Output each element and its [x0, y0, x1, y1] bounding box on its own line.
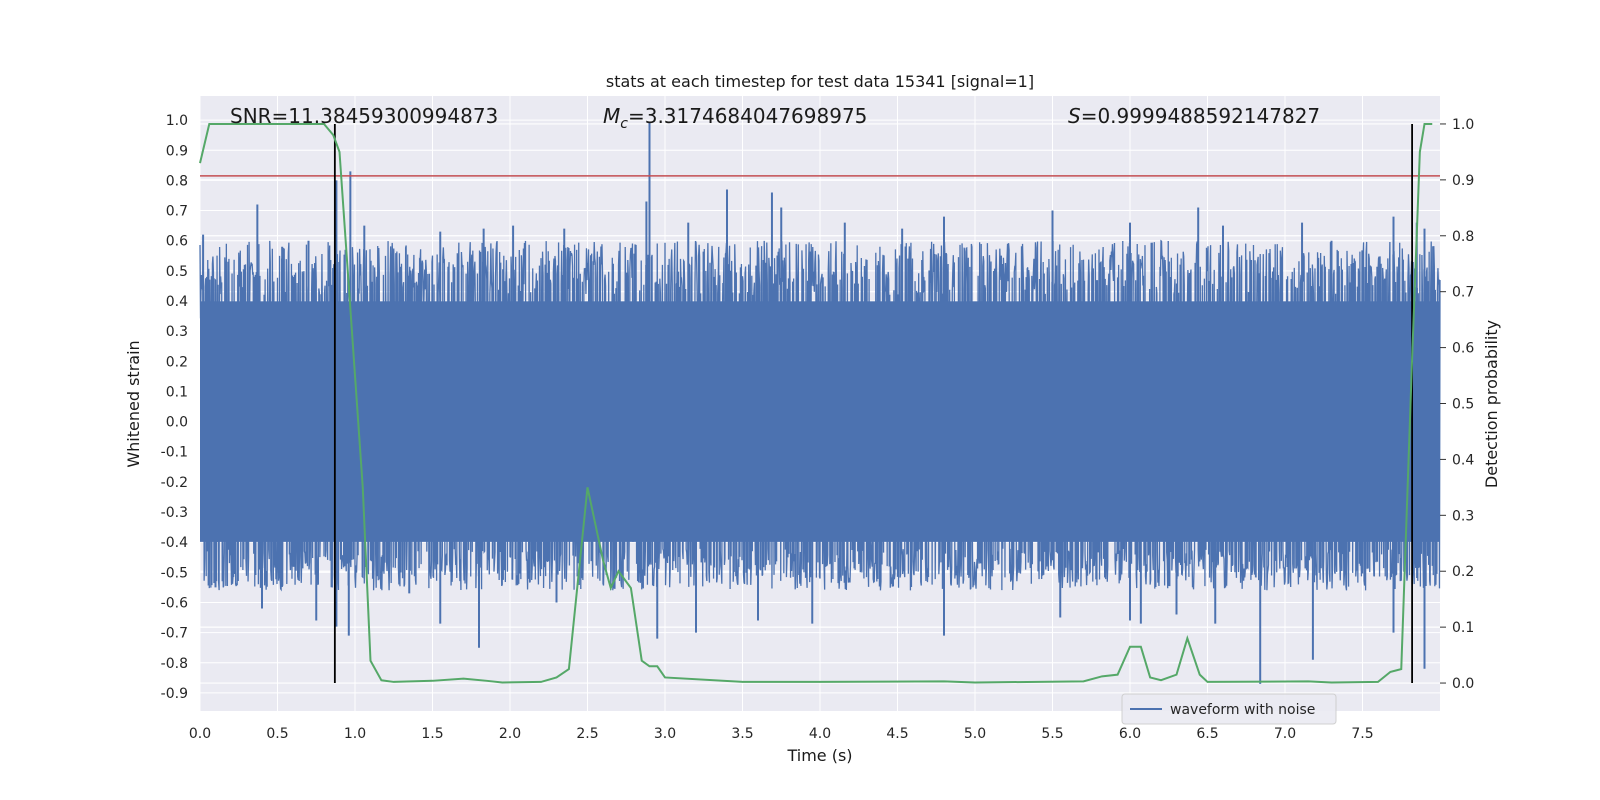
x-tick-label: 4.5	[886, 726, 908, 742]
y-tick-label: -0.4	[161, 535, 188, 551]
y2-tick-label: 1.0	[1452, 117, 1474, 133]
y-tick-label: 0.5	[166, 264, 188, 280]
y-tick-label: -0.5	[161, 565, 188, 581]
x-tick-label: 4.0	[809, 726, 831, 742]
y2-tick-label: 0.4	[1452, 452, 1474, 468]
probability-line	[199, 122, 1433, 684]
s-symbol: S	[1068, 104, 1081, 128]
chart-title: stats at each timestep for test data 153…	[606, 72, 1034, 91]
y-tick-label: 0.2	[166, 354, 188, 370]
y2-tick-label: 0.8	[1452, 229, 1474, 245]
y2-axis-ticks: 1.0 0.9 0.8 0.7 0.6 0.5 0.4 0.3 0.2 0.1 0.0	[1440, 117, 1474, 692]
chirp-mass-symbol: M	[603, 104, 620, 128]
chirp-mass-value: =3.3174684047698975	[628, 104, 867, 128]
x-axis-label: Time (s)	[786, 746, 852, 765]
y-tick-label: 0.6	[166, 234, 188, 250]
x-tick-label: 0.0	[189, 726, 211, 742]
y-tick-label: 0.9	[166, 143, 188, 159]
y2-tick-label: 0.6	[1452, 341, 1474, 357]
y-axis-ticks: 1.0 0.9 0.8 0.7 0.6 0.5 0.4 0.3 0.2 0.1 0.0 -0.1 -0.…	[161, 113, 188, 702]
s-value: =0.9999488592147827	[1081, 104, 1320, 128]
x-tick-label: 1.5	[421, 726, 443, 742]
waveform-bulk	[200, 301, 1440, 542]
y2-tick-label: 0.7	[1452, 285, 1474, 301]
legend: waveform with noise	[1121, 693, 1337, 725]
legend-label: waveform with noise	[1170, 702, 1315, 718]
snr-annotation: SNR=11.38459300994873	[230, 104, 498, 128]
y-tick-label: -0.8	[161, 656, 188, 672]
y2-tick-label: 0.5	[1452, 397, 1474, 413]
y-tick-label: 1.0	[166, 113, 188, 129]
x-tick-label: 6.5	[1196, 726, 1218, 742]
y2-axis-label: Detection probability	[1482, 320, 1501, 488]
y2-tick-label: 0.0	[1452, 676, 1474, 692]
x-tick-label: 0.5	[266, 726, 288, 742]
x-tick-label: 3.0	[654, 726, 676, 742]
y-tick-label: -0.3	[161, 505, 188, 521]
waveform-line	[199, 239, 1441, 592]
x-tick-label: 1.0	[344, 726, 366, 742]
x-tick-label: 2.0	[499, 726, 521, 742]
waveform-series	[199, 123, 1441, 684]
x-tick-label: 2.5	[576, 726, 598, 742]
y2-tick-label: 0.3	[1452, 508, 1474, 524]
x-tick-label: 5.0	[964, 726, 986, 742]
x-axis-ticks: 0.0 0.5 1.0 1.5 2.0 2.5 3.0 3.5 4.0 4.5 5.0 5.5 6.0 6…	[189, 726, 1374, 742]
x-tick-label: 3.5	[731, 726, 753, 742]
s-annotation: S=0.9999488592147827	[1068, 104, 1320, 128]
y-tick-label: -0.9	[161, 686, 188, 702]
y-tick-label: -0.2	[161, 475, 188, 491]
y-tick-label: 0.4	[166, 294, 188, 310]
probability-series	[199, 122, 1433, 684]
chirp-mass-subscript: c	[620, 116, 628, 132]
x-tick-label: 5.5	[1041, 726, 1063, 742]
y2-tick-label: 0.1	[1452, 620, 1474, 636]
chirp-mass-annotation: Mc=3.3174684047698975	[603, 104, 867, 132]
x-tick-label: 7.5	[1351, 726, 1373, 742]
x-tick-label: 6.0	[1119, 726, 1141, 742]
y-tick-label: 0.7	[166, 204, 188, 220]
y-tick-label: 0.8	[166, 173, 188, 189]
legend-box	[1121, 693, 1337, 725]
y-axis-label: Whitened strain	[124, 340, 143, 467]
y2-tick-label: 0.9	[1452, 173, 1474, 189]
y-tick-label: -0.1	[161, 445, 188, 461]
y-tick-label: 0.0	[166, 415, 188, 431]
y-tick-label: -0.7	[161, 626, 188, 642]
y-tick-label: 0.3	[166, 324, 188, 340]
y-tick-label: -0.6	[161, 595, 188, 611]
y2-tick-label: 0.2	[1452, 564, 1474, 580]
x-tick-label: 7.0	[1274, 726, 1296, 742]
overlay-lines	[200, 123, 1440, 684]
y-tick-label: 0.1	[166, 384, 188, 400]
